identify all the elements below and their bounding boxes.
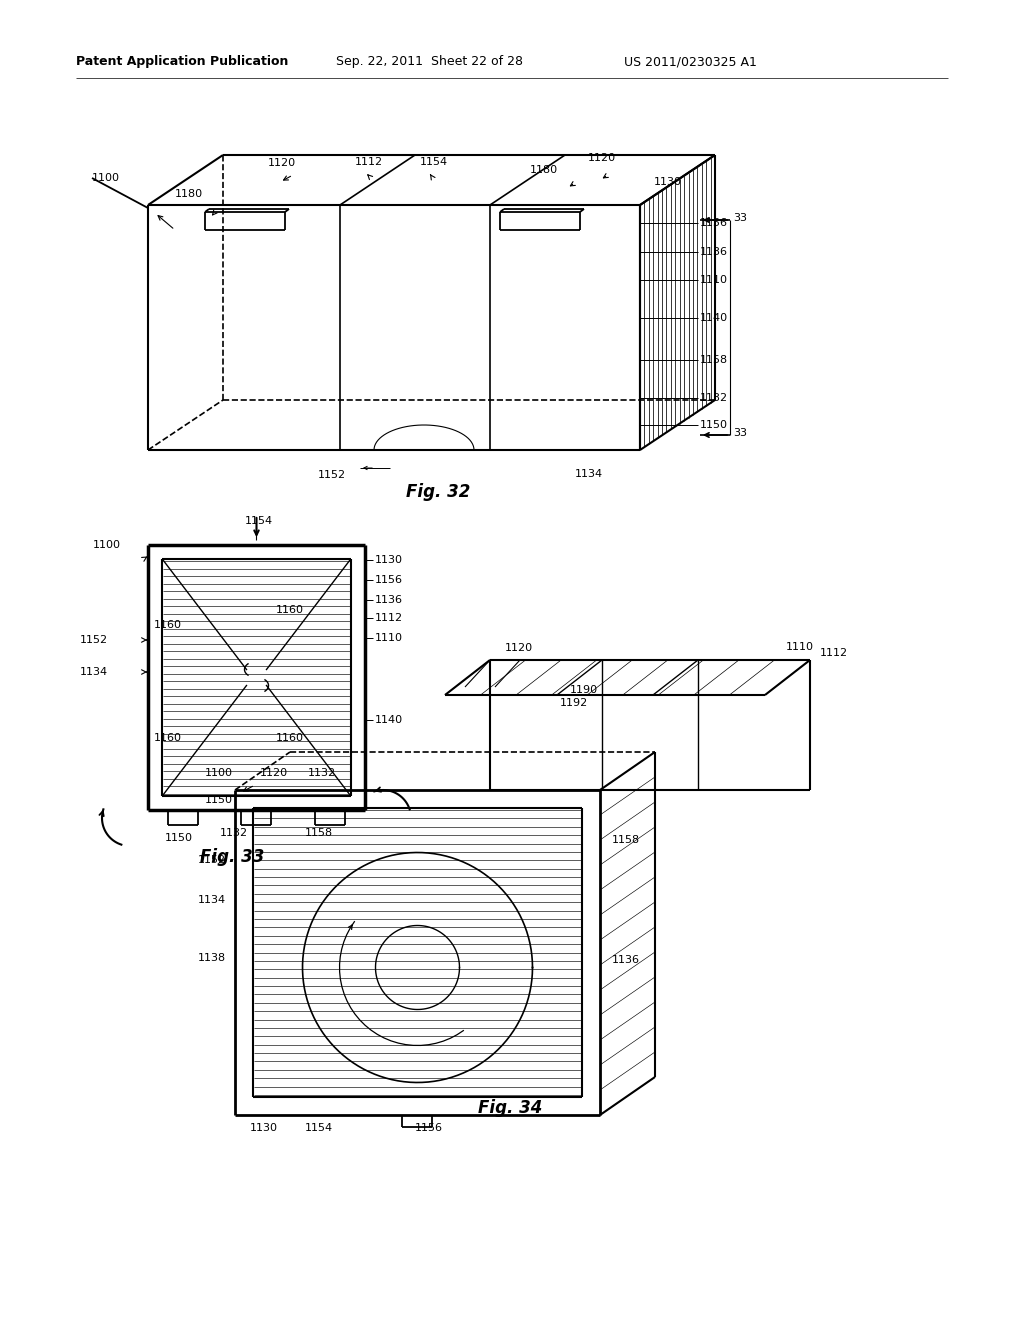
- Text: 1100: 1100: [205, 768, 233, 777]
- Text: Fig. 32: Fig. 32: [406, 483, 470, 502]
- Text: 1120: 1120: [268, 158, 296, 168]
- Text: 1160: 1160: [276, 605, 304, 615]
- Text: 1154: 1154: [245, 516, 273, 525]
- Text: Fig. 34: Fig. 34: [478, 1100, 543, 1117]
- Text: 1160: 1160: [154, 733, 182, 743]
- Text: 1158: 1158: [612, 836, 640, 845]
- Text: 1120: 1120: [505, 643, 534, 653]
- Text: 1132: 1132: [308, 768, 336, 777]
- Text: 1130: 1130: [654, 177, 682, 187]
- Text: 1100: 1100: [93, 540, 121, 550]
- Text: 1180: 1180: [530, 165, 558, 176]
- Text: 1136: 1136: [375, 595, 403, 605]
- Text: 1156: 1156: [375, 576, 403, 585]
- Text: 1158: 1158: [700, 355, 728, 366]
- Text: 1110: 1110: [700, 275, 728, 285]
- Text: Fig. 33: Fig. 33: [200, 847, 264, 866]
- Text: 33: 33: [733, 428, 746, 438]
- Text: 1154: 1154: [420, 157, 449, 168]
- Text: 1120: 1120: [260, 768, 288, 777]
- Text: 1160: 1160: [154, 620, 182, 630]
- Text: Patent Application Publication: Patent Application Publication: [76, 55, 289, 69]
- Text: 1152: 1152: [198, 855, 226, 865]
- Text: 1156: 1156: [700, 218, 728, 228]
- Text: 1134: 1134: [198, 895, 226, 906]
- Text: 1190: 1190: [570, 685, 598, 696]
- Text: 1150: 1150: [165, 833, 193, 843]
- Text: 1140: 1140: [375, 715, 403, 725]
- Text: 1158: 1158: [305, 828, 333, 838]
- Text: 1192: 1192: [560, 698, 588, 708]
- Text: 1132: 1132: [700, 393, 728, 403]
- Text: 1112: 1112: [820, 648, 848, 657]
- Text: 1156: 1156: [415, 1123, 443, 1133]
- Text: 1138: 1138: [198, 953, 226, 964]
- Text: 1136: 1136: [612, 954, 640, 965]
- Text: Sep. 22, 2011  Sheet 22 of 28: Sep. 22, 2011 Sheet 22 of 28: [336, 55, 523, 69]
- Text: 1110: 1110: [786, 642, 814, 652]
- Text: 1130: 1130: [250, 1123, 278, 1133]
- Text: 1152: 1152: [80, 635, 109, 645]
- Text: 1150: 1150: [205, 795, 233, 805]
- Text: 1180: 1180: [175, 189, 203, 199]
- Text: 1112: 1112: [375, 612, 403, 623]
- Text: 1134: 1134: [575, 469, 603, 479]
- Text: 1154: 1154: [305, 1123, 333, 1133]
- Text: 1112: 1112: [355, 157, 383, 168]
- Text: 1132: 1132: [220, 828, 248, 838]
- Text: 1136: 1136: [700, 247, 728, 257]
- Text: 1150: 1150: [700, 420, 728, 430]
- Text: US 2011/0230325 A1: US 2011/0230325 A1: [624, 55, 757, 69]
- Text: 33: 33: [733, 213, 746, 223]
- Text: 1100: 1100: [92, 173, 120, 183]
- Text: 1160: 1160: [276, 733, 304, 743]
- Text: 1130: 1130: [375, 554, 403, 565]
- Text: 1110: 1110: [375, 634, 403, 643]
- Text: 1140: 1140: [700, 313, 728, 323]
- Text: 1152: 1152: [318, 470, 346, 480]
- Text: 1134: 1134: [80, 667, 109, 677]
- Text: 1120: 1120: [588, 153, 616, 162]
